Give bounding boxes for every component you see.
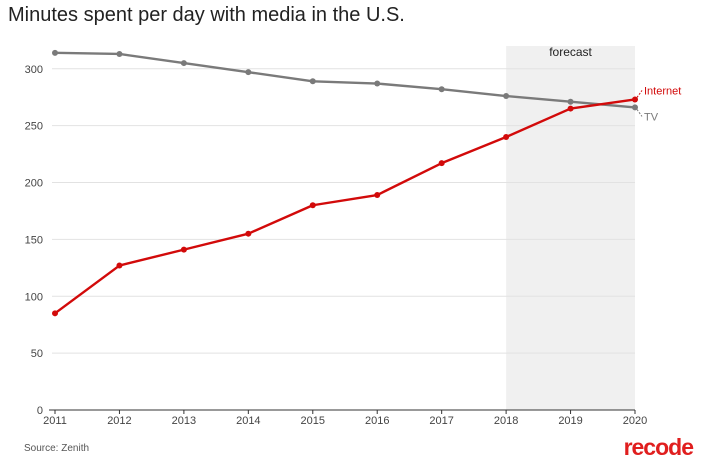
recode-logo[interactable]: recode [623,434,694,460]
internet-line [54,98,636,315]
internet-point [374,192,381,199]
internet-point [180,246,187,253]
tv-point [245,69,252,76]
tv-point [309,78,316,85]
internet-point [438,160,445,167]
internet-point [245,230,252,237]
forecast-label: forecast [549,45,592,59]
series-labels: TV Internet [636,85,681,123]
internet-leader [636,90,643,98]
x-tick-label: 2011 [43,415,67,427]
internet-point [52,310,58,317]
y-tick-label: 150 [25,234,43,246]
x-tick-label: 2016 [365,415,389,427]
y-tick-label: 50 [31,348,43,360]
tv-point [503,93,510,100]
y-tick-label: 200 [25,178,43,190]
axes: 2011 2012 2013 2014 2015 2016 2017 2018 2019 2020 [43,409,647,427]
internet-point [503,134,510,140]
tv-point [374,80,381,87]
x-tick-label: 2017 [429,415,453,427]
x-tick-label: 2018 [494,415,518,427]
internet-point [309,202,316,209]
tv-point [52,49,58,56]
internet-label: Internet [644,85,681,97]
x-tick-label: 2014 [236,415,260,427]
tv-line [54,51,636,109]
tv-leader [636,109,643,117]
internet-point [116,262,123,269]
x-tick-label: 2012 [107,415,131,427]
y-tick-label: 0 [37,405,43,417]
tv-point [567,98,574,105]
x-tick-label: 2020 [623,415,647,427]
tv-point [116,50,123,57]
x-tick-label: 2015 [301,415,325,427]
series-lines [52,49,638,317]
internet-point [632,96,638,103]
internet-point [567,105,574,112]
gridlines: 0 50 100 150 200 250 300 [25,64,635,417]
chart-title: Minutes spent per day with media in the … [8,4,405,26]
tv-point [632,104,638,111]
source-note: Source: Zenith [24,443,90,454]
x-tick-label: 2013 [172,415,196,427]
y-tick-label: 300 [25,64,43,76]
tv-label: TV [644,111,659,123]
tv-point [180,60,187,67]
y-tick-label: 250 [25,121,43,133]
y-tick-label: 100 [25,291,43,303]
tv-point [438,86,445,93]
x-tick-label: 2019 [558,415,582,427]
